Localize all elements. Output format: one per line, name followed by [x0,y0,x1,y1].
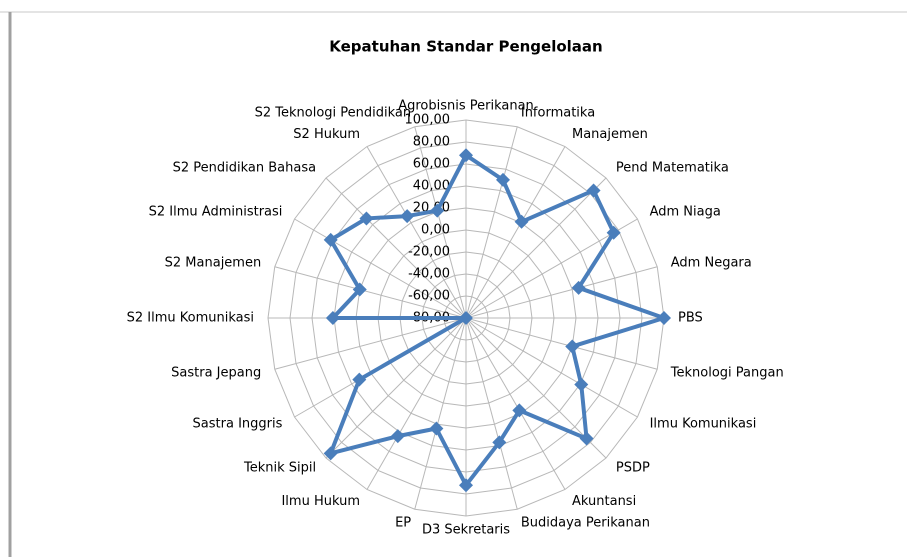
marker [359,211,374,226]
category-label: Akuntansi [572,494,636,509]
category-label: S2 Ilmu Administrasi [149,205,283,220]
spoke [465,218,638,319]
marker [565,339,580,354]
y-tick-label: -20,00 [408,245,450,260]
category-label: Manajemen [572,127,648,142]
y-tick-label: 60,00 [413,157,450,172]
spoke [465,317,638,418]
marker [352,372,367,387]
marker [429,421,444,436]
marker [492,435,507,450]
spoke [465,317,518,510]
spoke [294,218,467,319]
category-label: Sastra Jepang [171,365,261,380]
category-label: D3 Sekretaris [422,523,510,538]
marker [512,403,527,418]
category-label: S2 Hukum [293,127,360,142]
marker [606,225,621,240]
spoke [465,266,658,319]
category-label: Agrobisnis Perikanan [398,99,534,114]
category-label: Sastra Inggris [193,417,283,432]
marker [496,172,511,187]
category-label: Teknik Sipil [243,460,316,475]
marker [459,148,473,163]
marker [657,311,671,325]
category-label: Adm Negara [671,256,752,271]
category-label: Adm Niaga [650,205,721,220]
y-tick-label: 0,00 [421,223,450,238]
spoke [465,177,607,319]
spoke [465,317,607,459]
category-label: Ilmu Komunikasi [650,417,757,432]
marker [390,429,405,444]
spoke [465,317,566,490]
marker [430,203,445,218]
spoke [465,126,518,319]
marker [352,282,367,297]
spoke [414,126,467,319]
spoke [465,317,658,370]
marker [459,478,473,493]
y-tick-label: -40,00 [408,267,450,282]
spoke [325,317,467,459]
spoke [274,317,467,370]
category-label: S2 Teknologi Pendidikan [255,106,412,121]
y-tick-label: 100,00 [405,113,451,128]
category-label: S2 Ilmu Komunikasi [127,311,254,326]
category-label: Pend Matematika [616,161,729,176]
marker [514,214,529,229]
spoke [366,146,467,319]
marker [586,183,601,198]
y-tick-label: 40,00 [413,179,450,194]
category-label: S2 Manajemen [165,256,262,271]
category-label: Budidaya Perikanan [521,515,650,530]
marker [323,446,338,461]
spoke [325,177,467,319]
y-tick-label: -60,00 [408,289,450,304]
marker [325,311,340,325]
spoke [274,266,467,319]
category-label: S2 Pendidikan Bahasa [173,161,316,176]
marker [574,377,589,392]
spoke [414,317,467,510]
y-tick-label: 80,00 [413,135,450,150]
category-label: Teknologi Pangan [670,365,784,380]
category-label: PBS [678,311,703,326]
marker [579,431,594,446]
spoke [366,317,467,490]
category-label: Informatika [521,106,595,121]
marker [400,209,415,224]
marker [571,280,586,295]
marker [459,311,473,325]
marker [323,232,338,247]
category-label: Ilmu Hukum [281,494,360,509]
spoke [465,146,566,319]
category-label: PSDP [616,460,650,475]
chart-title: Kepatuhan Standar Pengelolaan [329,38,602,56]
category-label: EP [395,515,411,530]
